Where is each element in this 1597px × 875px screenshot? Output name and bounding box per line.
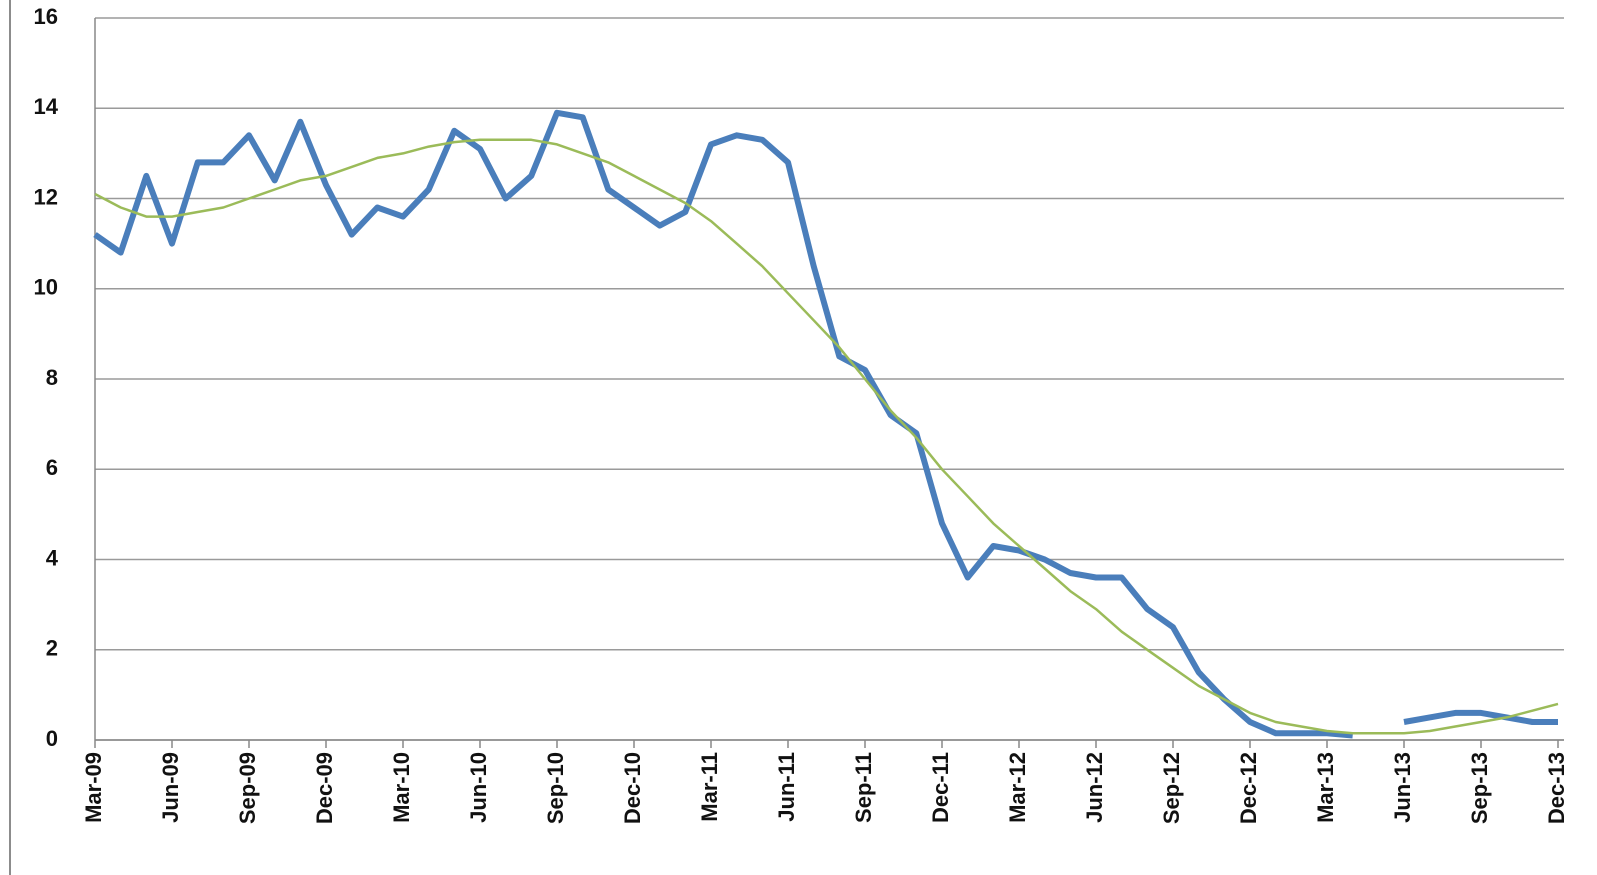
x-tick-label: Dec-11 bbox=[928, 752, 953, 823]
x-tick-label: Sep-12 bbox=[1159, 752, 1184, 824]
x-tick-label: Mar-13 bbox=[1313, 752, 1338, 823]
y-tick-label: 14 bbox=[34, 94, 59, 119]
y-tick-label: 2 bbox=[46, 636, 58, 661]
y-tick-label: 6 bbox=[46, 455, 58, 480]
x-tick-label: Sep-13 bbox=[1467, 752, 1492, 824]
x-tick-label: Jun-10 bbox=[466, 752, 491, 823]
x-tick-label: Sep-09 bbox=[235, 752, 260, 824]
y-tick-label: 8 bbox=[46, 365, 58, 390]
series-line bbox=[94, 138, 1559, 735]
series-line bbox=[93, 109, 1558, 739]
x-tick-label: Dec-10 bbox=[620, 752, 645, 824]
x-tick-label: Jun-11 bbox=[774, 752, 799, 822]
y-tick-label: 10 bbox=[34, 275, 58, 300]
x-tick-label: Jun-09 bbox=[158, 752, 183, 823]
x-tick-label: Mar-09 bbox=[81, 752, 106, 823]
y-tick-label: 0 bbox=[46, 726, 58, 751]
x-tick-label: Jun-13 bbox=[1390, 752, 1415, 823]
x-tick-label: Dec-09 bbox=[312, 752, 337, 824]
y-tick-label: 12 bbox=[34, 184, 58, 209]
x-tick-label: Mar-11 bbox=[697, 752, 722, 822]
x-tick-label: Mar-10 bbox=[389, 752, 414, 823]
y-tick-label: 4 bbox=[46, 545, 59, 570]
x-tick-label: Sep-10 bbox=[543, 752, 568, 824]
x-tick-label: Mar-12 bbox=[1005, 752, 1030, 823]
x-tick-label: Dec-12 bbox=[1236, 752, 1261, 824]
x-tick-label: Jun-12 bbox=[1082, 752, 1107, 823]
y-tick-label: 16 bbox=[34, 4, 58, 29]
x-tick-label: Sep-11 bbox=[851, 752, 876, 823]
x-tick-label: Dec-13 bbox=[1544, 752, 1569, 824]
